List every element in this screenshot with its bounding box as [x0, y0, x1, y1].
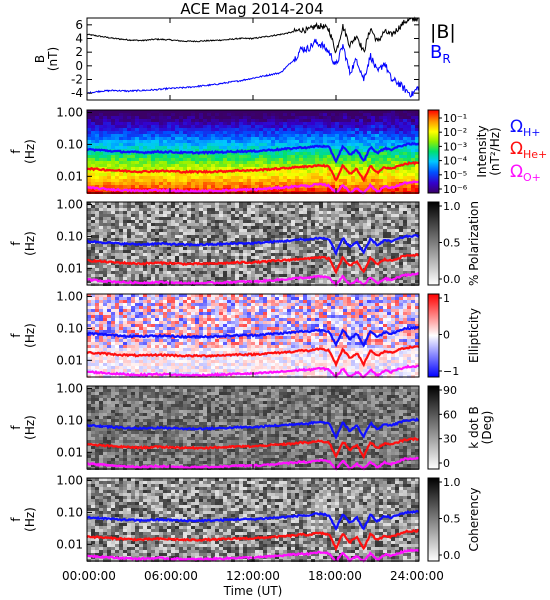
y-axis-unit: (Hz): [23, 139, 37, 164]
colorbar: [427, 201, 440, 286]
spectrogram-cells: [87, 294, 419, 378]
y-tick-label-2: 0.01: [56, 537, 83, 551]
x-tick-label-2: 12:00:00: [226, 569, 280, 583]
y-axis-unit: (Hz): [23, 415, 37, 440]
colorbar-tick-label-4: 10⁻⁵: [443, 169, 467, 182]
gyro-line-1: [86, 160, 420, 183]
x-tick-label-3: 18:00:00: [308, 569, 362, 583]
y-tick-label-0: 1.00: [56, 474, 83, 488]
y-axis-label: f: [9, 517, 23, 522]
gyro-line-0: [86, 233, 420, 257]
series-line-0: [86, 16, 420, 54]
spectrogram-cells: [87, 478, 419, 562]
colorbar-unit: (Deg): [480, 411, 494, 445]
gyro-line-0: [86, 417, 419, 440]
y-tick-label-1: 0.10: [56, 229, 83, 243]
x-tick-label-1: 06:00:00: [144, 569, 198, 583]
gyro-line-1: [86, 345, 420, 368]
colorbar-label: Coherency: [467, 487, 481, 551]
legend-he-plus: ΩHe+: [510, 139, 547, 161]
series-line-1: [86, 38, 420, 98]
colorbar-tick-label-2: 10⁻³: [443, 140, 467, 153]
legend-o-plus: ΩO+: [510, 162, 541, 184]
gyro-line-1: [86, 528, 420, 552]
y-tick-label-1: -2: [71, 73, 83, 87]
gyro-line-0: [86, 141, 420, 164]
colorbar-tick-label-2: 30: [443, 433, 457, 446]
colorbar: [427, 293, 440, 378]
y-tick-label-0: 1.00: [56, 198, 83, 212]
gyro-line-1: [86, 252, 420, 275]
y-tick-label-2: 0.01: [56, 353, 83, 367]
colorbar-label: Intensity: [475, 125, 489, 177]
colorbar-tick-label-1: 0.5: [443, 513, 461, 526]
x-tick-label-4: 24:00:00: [390, 569, 444, 583]
colorbar-tick-label-1: 60: [443, 408, 457, 421]
y-tick-label-5: 6: [75, 18, 83, 32]
y-axis-unit: (nT): [46, 47, 60, 71]
colorbar-label: % Polarization: [467, 201, 481, 286]
panel-spectrogram-4: 1.00 0.10 0.01 f (Hz) 90 60 30 0 k dot B (Deg): [9, 382, 494, 471]
gyro-line-0: [86, 325, 420, 348]
colorbar-tick-label-0: 1: [443, 292, 450, 305]
colorbar-tick-label-0: 1.0: [443, 476, 461, 489]
colorbar-tick-label-2: 0.0: [443, 273, 461, 286]
y-tick-label-1: 0.10: [56, 321, 83, 335]
colorbar-tick-label-3: 10⁻⁴: [443, 155, 468, 168]
panel-spectrogram-3: 1.00 0.10 0.01 f (Hz) 1 0 −1 Ellipticity: [9, 290, 481, 379]
gyro-line-1: [86, 437, 420, 460]
colorbar-tick-label-0: 10⁻¹: [443, 112, 467, 125]
colorbar-label: k dot B: [467, 406, 481, 448]
gyro-line-0: [86, 509, 420, 532]
colorbar-tick-label-2: 0.0: [443, 549, 461, 562]
y-tick-label-2: 0.01: [56, 169, 83, 183]
y-axis-label: f: [9, 149, 23, 154]
colorbar: [427, 109, 440, 194]
y-tick-label-2: 0: [75, 59, 83, 73]
y-tick-label-1: 0.10: [56, 413, 83, 427]
y-axis-label: f: [9, 333, 23, 338]
colorbar-tick-label-1: 0.5: [443, 237, 461, 250]
y-tick-label-0: -4: [71, 86, 83, 100]
colorbar: [427, 477, 440, 562]
x-tick-label-0: 00:00:00: [62, 569, 116, 583]
x-axis-label: Time (UT): [223, 584, 283, 598]
y-tick-label-0: 1.00: [56, 290, 83, 304]
y-tick-label-0: 1.00: [56, 106, 83, 120]
colorbar-tick-label-3: 0: [443, 457, 450, 470]
y-tick-label-3: 2: [75, 45, 83, 59]
y-axis-label: f: [9, 425, 23, 430]
colorbar-tick-label-0: 90: [443, 384, 457, 397]
y-tick-label-2: 0.01: [56, 445, 83, 459]
y-axis-unit: (Hz): [23, 231, 37, 256]
colorbar-tick-label-5: 10⁻⁶: [443, 183, 468, 196]
chart-title: ACE Mag 2014-204: [180, 0, 323, 18]
y-axis-label: f: [9, 241, 23, 246]
legend-b-total: |B|: [430, 21, 456, 43]
plot-area: [87, 18, 419, 100]
y-axis-unit: (Hz): [23, 323, 37, 348]
y-axis-unit: (Hz): [23, 507, 37, 532]
y-tick-label-1: 0.10: [56, 137, 83, 151]
colorbar: [427, 385, 440, 470]
colorbar-tick-label-0: 1.0: [443, 200, 461, 213]
panel-spectrogram-2: 1.00 0.10 0.01 f (Hz) 1.0 0.5 0.0 % Polarization: [9, 198, 481, 287]
panel-spectrogram-5: 1.00 0.10 0.01 f (Hz) 1.0 0.5 0.0 Coherency: [9, 474, 481, 563]
y-tick-label-2: 0.01: [56, 261, 83, 275]
colorbar-tick-label-2: −1: [443, 365, 459, 378]
legend-b-radial: BR: [430, 42, 451, 66]
y-tick-label-4: 4: [75, 32, 83, 46]
y-tick-label-1: 0.10: [56, 505, 83, 519]
y-tick-label-0: 1.00: [56, 382, 83, 396]
colorbar-label: Ellipticity: [467, 308, 481, 363]
colorbar-tick-label-1: 0: [443, 329, 450, 342]
colorbar-unit: (nT²/Hz): [488, 127, 502, 175]
colorbar-tick-label-1: 10⁻²: [443, 126, 467, 139]
panel-spectrogram-1: 1.00 0.10 0.01 f (Hz) 10⁻¹10⁻²10⁻³ 10⁻⁴10⁻⁵10⁻…: [9, 106, 502, 196]
legend-h-plus: ΩH+: [510, 117, 541, 139]
y-axis-label: B: [33, 55, 47, 63]
